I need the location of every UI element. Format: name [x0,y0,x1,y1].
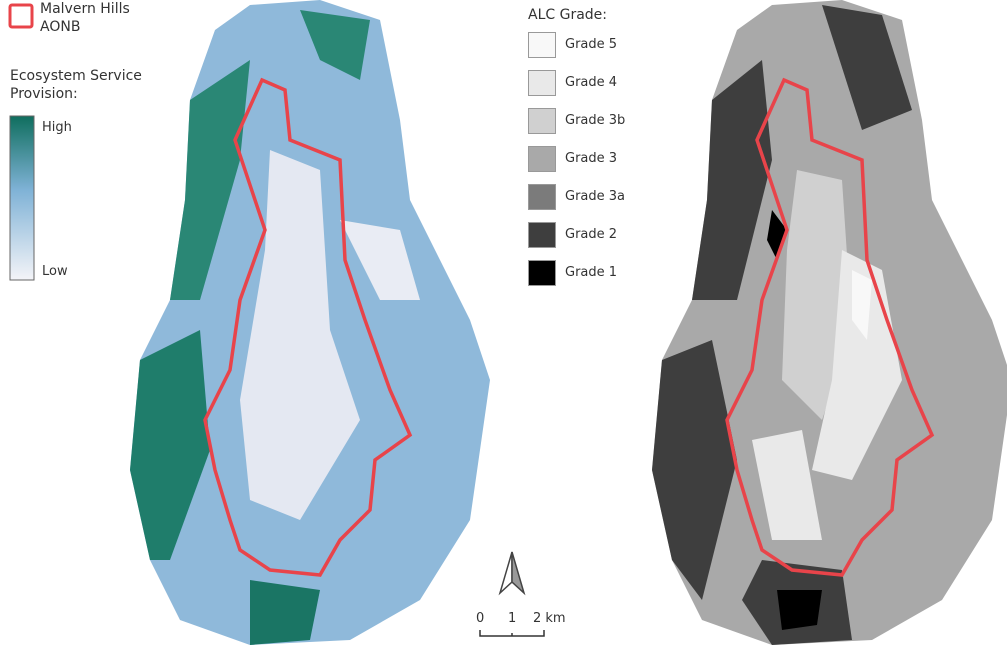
page: Malvern Hills AONB Ecosystem Service Pro… [0,0,1007,647]
grade-label: Grade 5 [565,36,617,54]
es-low: Low [42,263,68,281]
scale-label: 2 km [533,610,566,628]
aonb-swatch [10,5,32,27]
grade-swatch [528,108,556,134]
aonb-label: Malvern Hills AONB [40,0,160,36]
scale-label: 1 [508,610,516,628]
grade-label: Grade 4 [565,74,617,92]
grade-label: Grade 3b [565,112,625,130]
grade-swatch [528,32,556,58]
es-gradient [10,116,34,280]
grade-swatch [528,222,556,248]
grade-swatch [528,260,556,286]
scale-label: 0 [476,610,484,628]
grade-label: Grade 1 [565,264,617,282]
ecosystem-map [130,0,490,645]
scale-bar [480,630,544,636]
grade-label: Grade 3a [565,188,625,206]
grade-label: Grade 2 [565,226,617,244]
grade-label: Grade 3 [565,150,617,168]
es-high: High [42,119,72,137]
alc-map [652,0,1007,645]
north-arrow [500,552,524,593]
grade-swatch [528,70,556,96]
alc-title: ALC Grade: [528,6,607,24]
grade-swatch [528,146,556,172]
es-title: Ecosystem Service Provision: [10,67,170,103]
grade-swatch [528,184,556,210]
